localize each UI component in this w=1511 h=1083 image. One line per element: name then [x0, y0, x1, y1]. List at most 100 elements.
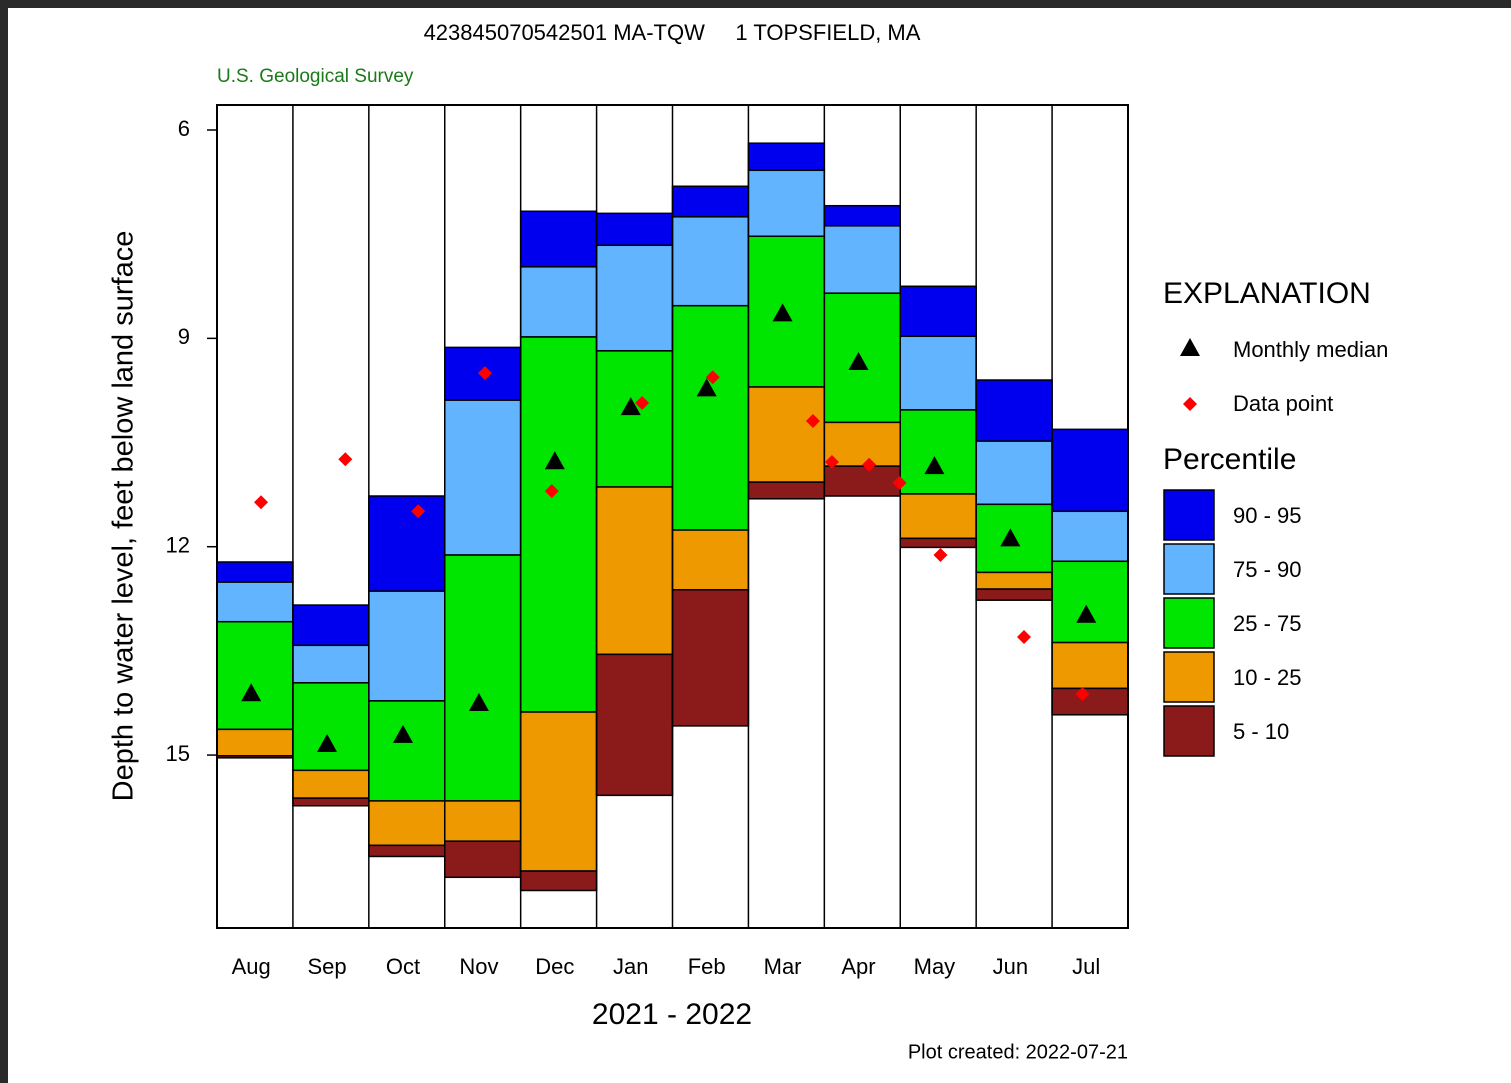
percentile-band: [747, 481, 826, 500]
percentile-band: [595, 486, 674, 656]
median-marker: [1000, 528, 1021, 547]
legend-data-point-marker: [1183, 397, 1197, 411]
percentile-band: [519, 711, 598, 872]
percentile-band: [823, 225, 901, 294]
percentile-band: [519, 870, 598, 892]
legend-swatch: [1163, 651, 1215, 703]
percentile-band: [823, 292, 901, 424]
percentile-band: [899, 409, 977, 495]
median-marker: [1076, 604, 1097, 623]
percentile-band: [823, 421, 901, 467]
percentile-band: [368, 495, 446, 592]
percentile-band: [899, 335, 977, 411]
legend-label: 75 - 90: [1233, 557, 1302, 582]
data-point: [805, 414, 820, 429]
x-tick-label: Feb: [688, 954, 726, 979]
percentile-band: [444, 800, 522, 842]
percentile-band: [671, 185, 750, 218]
percentile-band: [975, 588, 1053, 601]
data-point: [411, 504, 426, 519]
median-marker: [772, 303, 793, 322]
percentile-band: [747, 142, 826, 172]
legend-label: 25 - 75: [1233, 611, 1302, 636]
percentile-band: [216, 561, 294, 583]
percentile-band: [671, 589, 750, 727]
percentile-band: [216, 728, 294, 757]
median-marker: [468, 692, 489, 711]
legend-title: EXPLANATION: [1163, 277, 1371, 310]
percentile-band: [747, 386, 826, 483]
footnote: Plot created: 2022-07-21: [908, 1041, 1128, 1063]
data-point: [892, 475, 907, 490]
x-tick-label: Jul: [1072, 954, 1100, 979]
legend-swatch: [1163, 543, 1215, 595]
percentile-band: [595, 212, 674, 247]
chart-title: 423845070542501 MA-TQW 1 TOPSFIELD, MA: [424, 20, 921, 45]
legend-label: 5 - 10: [1233, 719, 1289, 744]
legend-label: Data point: [1233, 391, 1333, 416]
percentile-band: [1051, 560, 1129, 644]
x-tick-label: Apr: [841, 954, 875, 979]
data-point: [862, 457, 877, 472]
legend-label: 90 - 95: [1233, 503, 1302, 528]
percentile-band: [444, 399, 522, 556]
percentile-band: [1051, 641, 1129, 690]
x-tick-label: Nov: [459, 954, 498, 979]
plot-frame: [216, 104, 1129, 929]
median-marker: [392, 724, 413, 743]
data-point: [1075, 686, 1090, 701]
legend-subtitle: Percentile: [1163, 443, 1296, 476]
percentile-band: [519, 210, 598, 268]
percentile-band: [823, 465, 901, 497]
percentile-band: [216, 581, 294, 623]
percentile-band: [292, 644, 370, 684]
legend-swatch: [1163, 705, 1215, 757]
x-tick-label: Jan: [613, 954, 648, 979]
percentile-band: [216, 620, 294, 731]
percentile-band: [671, 304, 750, 531]
data-point: [1016, 629, 1031, 644]
percentile-band: [292, 682, 370, 772]
legend-swatch: [1163, 597, 1215, 649]
x-tick-label: Aug: [232, 954, 271, 979]
percentile-band: [595, 653, 674, 797]
percentile-band: [1051, 428, 1129, 513]
data-point: [933, 548, 948, 563]
percentile-band: [975, 571, 1053, 590]
median-marker: [696, 378, 717, 397]
data-point: [338, 452, 353, 467]
y-tick-label: 15: [166, 741, 190, 766]
percentile-band: [1051, 687, 1129, 716]
percentile-band: [444, 554, 522, 802]
percentile-band: [1051, 510, 1129, 563]
percentile-band: [671, 529, 750, 591]
x-tick-label: Oct: [386, 954, 420, 979]
percentile-band: [899, 285, 977, 338]
data-point: [824, 454, 839, 469]
median-marker: [848, 351, 869, 370]
percentile-band: [444, 840, 522, 879]
percentile-band: [899, 493, 977, 540]
data-point: [705, 370, 720, 385]
median-marker: [241, 683, 262, 702]
percentile-band: [368, 800, 446, 847]
y-tick-label: 12: [166, 533, 190, 558]
percentile-band: [368, 700, 446, 802]
median-marker: [317, 733, 338, 752]
percentile-band: [292, 769, 370, 799]
percentile-band: [519, 266, 598, 338]
data-point: [477, 366, 492, 381]
x-tick-label: Mar: [764, 954, 802, 979]
percentile-band: [216, 755, 294, 759]
median-marker: [924, 456, 945, 475]
legend-median-marker: [1180, 338, 1200, 356]
percentile-band: [671, 216, 750, 307]
x-axis-label: 2021 - 2022: [592, 998, 752, 1031]
y-tick-label: 9: [178, 324, 190, 349]
legend-label: 10 - 25: [1233, 665, 1302, 690]
chart-subtitle: U.S. Geological Survey: [217, 66, 414, 87]
data-point: [254, 495, 269, 510]
median-marker: [544, 451, 565, 470]
y-axis-label: Depth to water level, feet below land su…: [108, 231, 140, 802]
